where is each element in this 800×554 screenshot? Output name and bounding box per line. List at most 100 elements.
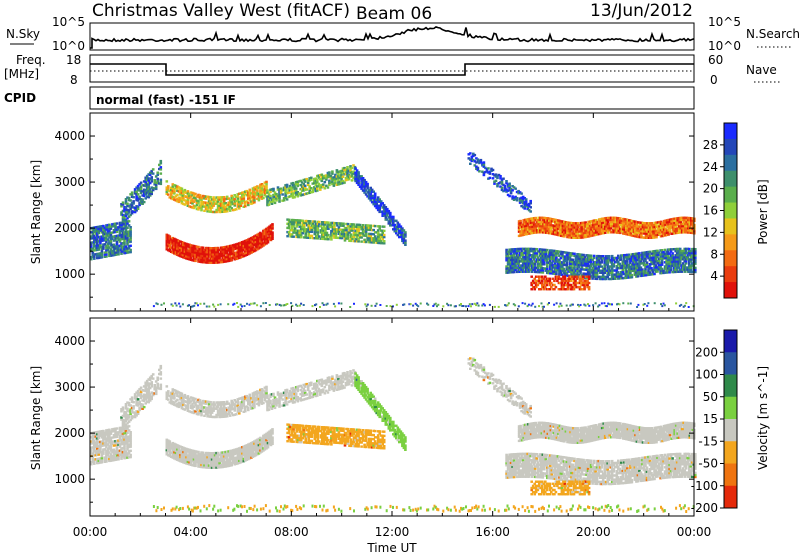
power-cell — [521, 253, 525, 257]
power-cell — [268, 233, 271, 237]
power-cell — [677, 266, 680, 269]
power-cell — [560, 234, 563, 237]
power-cell — [679, 220, 682, 224]
power-cell — [551, 232, 554, 235]
power-cell — [521, 258, 525, 261]
power-cell — [564, 229, 568, 232]
power-cell — [247, 246, 250, 250]
power-cell — [360, 185, 363, 188]
power-cell — [308, 185, 311, 188]
power-cell — [114, 235, 117, 238]
power-cell — [609, 271, 612, 274]
power-cell — [117, 244, 120, 248]
power-cell — [661, 234, 664, 238]
power-cell — [680, 222, 684, 226]
power-cell — [219, 198, 223, 201]
power-cell — [573, 267, 576, 270]
power-cell — [541, 305, 544, 308]
power-cell — [215, 251, 218, 254]
power-cell — [591, 234, 595, 237]
power-cell — [597, 305, 600, 308]
power-cell — [570, 236, 574, 239]
power-cell — [546, 223, 550, 226]
power-cell — [639, 274, 643, 278]
cpid-frame — [89, 86, 695, 110]
power-cell — [253, 194, 256, 198]
power-cell — [327, 233, 330, 237]
power-cell — [224, 245, 227, 249]
power-cell — [522, 227, 525, 230]
power-cell — [577, 263, 581, 266]
power-cell — [574, 257, 578, 260]
power-cell — [647, 228, 651, 231]
power-cell — [544, 252, 548, 256]
power-cell — [520, 198, 523, 201]
power-cell — [112, 247, 116, 251]
power-cell — [126, 249, 129, 252]
power-cell — [565, 261, 569, 265]
power-cell — [641, 228, 645, 231]
power-cell — [241, 247, 244, 250]
power-cell — [626, 266, 629, 269]
power-cell — [538, 288, 541, 291]
power-cell — [584, 304, 587, 307]
power-cell — [647, 234, 651, 237]
power-cell — [528, 232, 531, 235]
power-cell — [525, 224, 528, 227]
power-cell — [620, 221, 624, 224]
power-cell — [524, 253, 528, 257]
power-cell — [200, 248, 203, 251]
power-cell — [541, 258, 545, 262]
power-cell — [401, 229, 404, 232]
power-cell — [519, 230, 522, 233]
power-cell — [683, 216, 687, 219]
power-cell — [520, 260, 523, 263]
power-cell — [136, 184, 140, 188]
power-cell — [578, 279, 582, 283]
power-cell — [378, 233, 381, 236]
power-cell — [638, 235, 642, 239]
power-cell — [239, 245, 243, 249]
power-cell — [381, 229, 384, 232]
power-cell — [290, 235, 294, 238]
power-cell — [545, 231, 548, 234]
power-cell — [141, 190, 144, 193]
power-cell — [147, 193, 150, 197]
power-cell — [668, 262, 671, 266]
power-cell — [667, 218, 670, 222]
power-cell — [527, 266, 531, 269]
power-cell — [132, 202, 135, 205]
power-cell — [500, 178, 504, 181]
power-cell — [126, 234, 129, 238]
power-cell — [675, 270, 679, 273]
power-cell — [523, 264, 526, 267]
power-cell — [549, 253, 552, 256]
power-cell — [527, 264, 531, 267]
power-cell — [360, 240, 363, 243]
power-cell — [641, 223, 645, 227]
power-cell — [530, 283, 533, 287]
power-cell — [148, 190, 152, 193]
power-cell — [257, 238, 261, 242]
power-cell — [239, 247, 243, 251]
power-cell — [668, 258, 671, 262]
power-cell — [186, 304, 189, 307]
power-cell — [613, 229, 616, 232]
power-cell — [235, 195, 238, 198]
power-cell — [130, 212, 134, 215]
power-cell — [192, 204, 196, 208]
power-cell — [118, 248, 122, 252]
freq-unit-label: [MHz] — [4, 67, 39, 81]
power-cell — [675, 260, 679, 263]
power-cell — [449, 304, 452, 307]
power-cell — [636, 256, 640, 259]
power-cell — [630, 255, 634, 258]
power-cell — [512, 268, 516, 272]
power-cell — [575, 275, 579, 278]
power-cell — [471, 303, 474, 306]
power-cell — [285, 192, 289, 195]
power-cell — [523, 227, 527, 230]
power-cell — [136, 193, 140, 196]
power-cell — [623, 264, 626, 267]
power-cell — [685, 222, 688, 226]
